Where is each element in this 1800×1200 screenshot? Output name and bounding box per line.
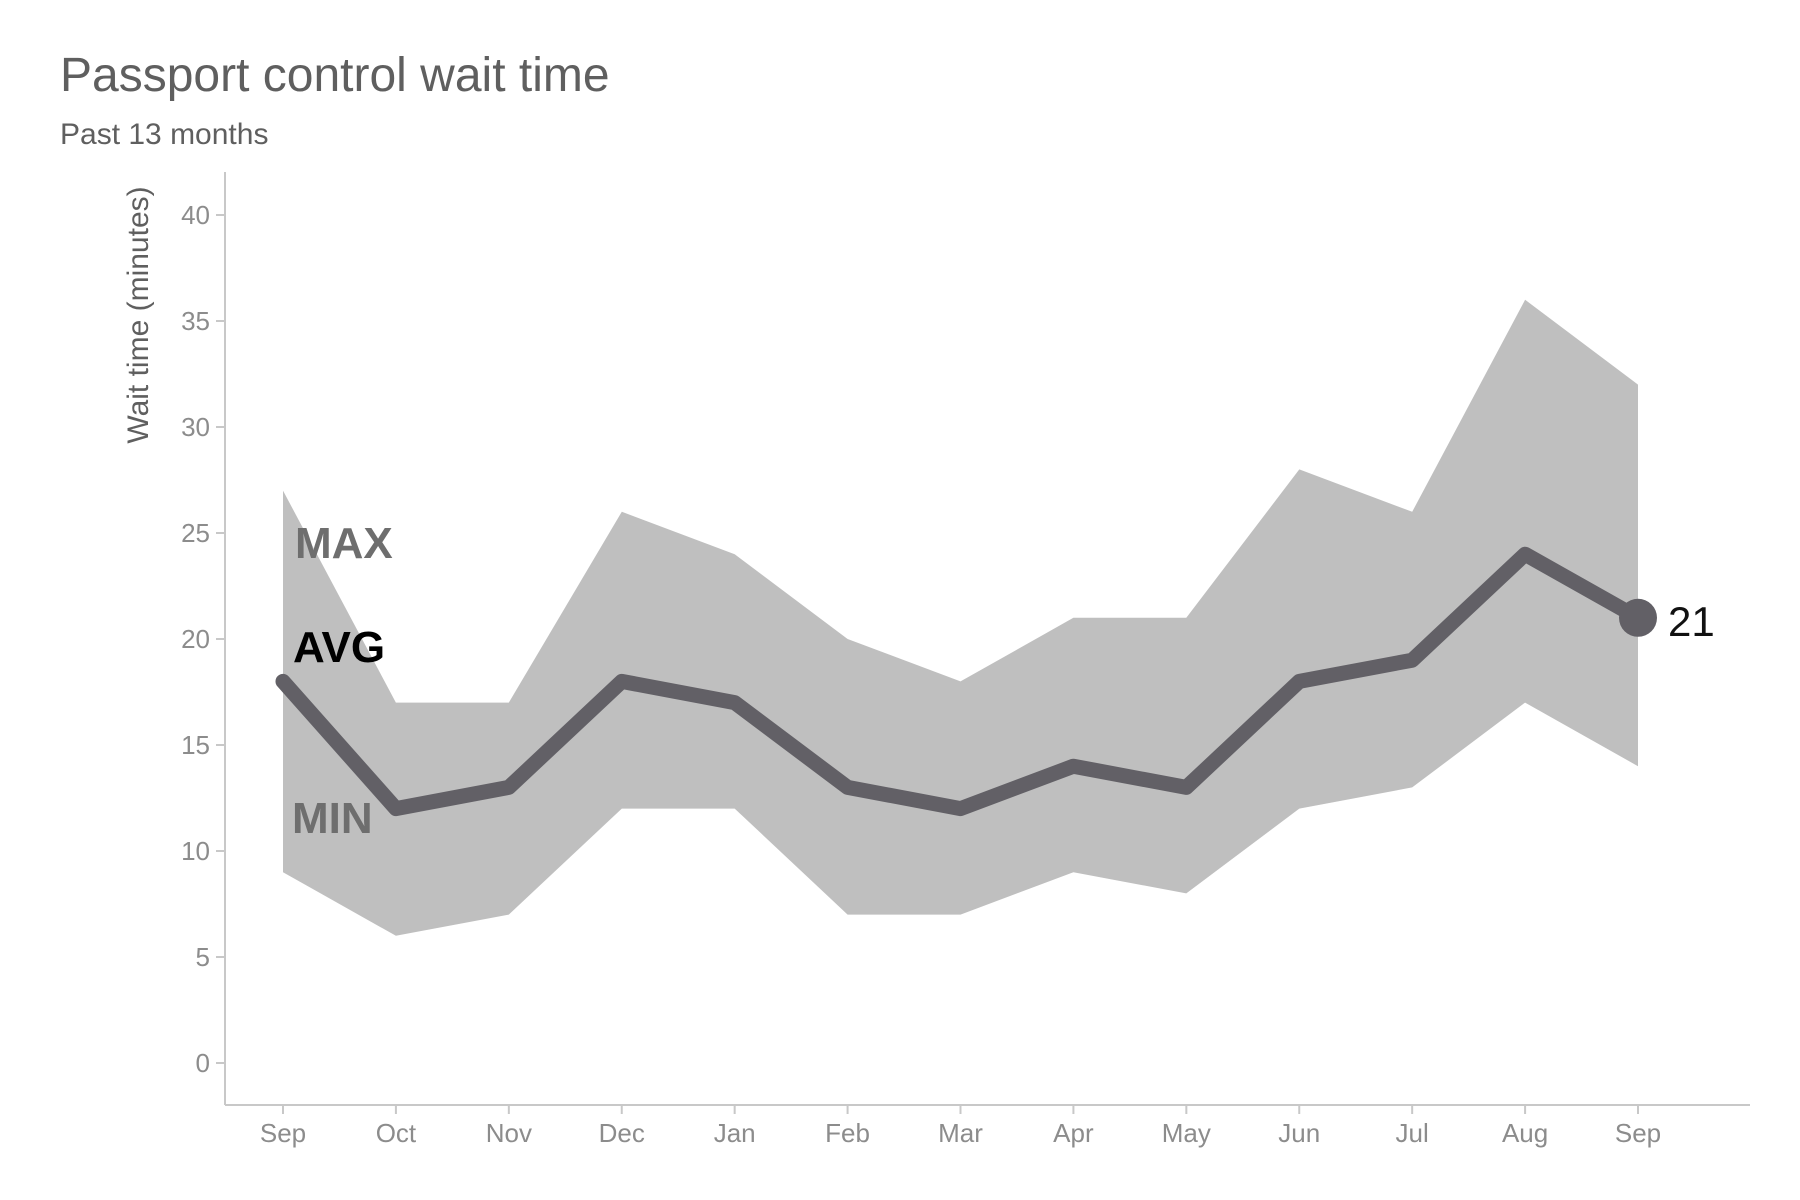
avg-data-point [1619, 598, 1657, 637]
x-tick-label: Dec [599, 1118, 645, 1148]
chart-subtitle: Past 13 months [60, 118, 269, 151]
x-tick-label: Jan [714, 1118, 756, 1148]
x-tick-label: Apr [1053, 1118, 1094, 1148]
y-tick-label: 40 [181, 200, 210, 230]
x-tick-label: May [1162, 1118, 1211, 1148]
x-tick-label: Jun [1278, 1118, 1320, 1148]
max-series-label: MAX [295, 519, 393, 568]
y-tick-label: 35 [181, 306, 210, 336]
x-tick-label: Jul [1396, 1118, 1429, 1148]
x-tick-label: Feb [825, 1118, 870, 1148]
y-tick-label: 10 [181, 836, 210, 866]
axes: 0 5 10 15 20 25 30 35 40 Sep Oct Nov Dec Jan Feb Mar Apr… [181, 172, 1750, 1148]
avg-line-layer [275, 546, 1657, 817]
y-tick-label: 15 [181, 730, 210, 760]
y-tick-label: 0 [196, 1048, 210, 1078]
series-labels: MAX AVG MIN 21 [292, 519, 1715, 843]
chart-title: Passport control wait time [60, 49, 610, 102]
last-value-label: 21 [1668, 598, 1715, 645]
min-series-label: MIN [292, 794, 373, 843]
y-tick-label: 20 [181, 624, 210, 654]
min-max-band [283, 299, 1638, 936]
x-tick-label: Sep [1615, 1118, 1661, 1148]
min-max-band-layer [283, 299, 1638, 936]
y-tick-label: 30 [181, 412, 210, 442]
x-tick-label: Oct [376, 1118, 417, 1148]
y-tick-label: 5 [196, 942, 210, 972]
x-tick-label: Mar [938, 1118, 983, 1148]
y-tick-label: 25 [181, 518, 210, 548]
x-tick-label: Sep [260, 1118, 306, 1148]
x-tick-label: Aug [1502, 1118, 1548, 1148]
avg-series-label: AVG [293, 623, 385, 672]
y-axis-title: Wait time (minutes) [122, 186, 155, 443]
x-tick-label: Nov [486, 1118, 532, 1148]
